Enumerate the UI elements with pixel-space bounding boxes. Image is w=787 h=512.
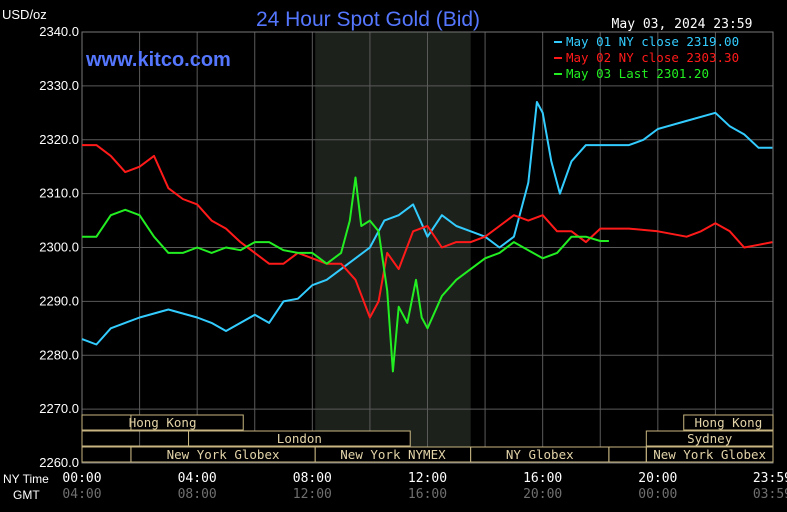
x-tick-gmt-label: 03:59: [753, 487, 787, 502]
legend-entry: May 02 NY close 2303.30: [566, 50, 739, 65]
session-label: NY Globex: [506, 447, 574, 462]
axis-labels: 2340.0 2330.0 2320.0 2310.0 2300.0 2290.0 2280…: [3, 24, 787, 502]
session-label: Hong Kong: [695, 415, 763, 430]
session-label: London: [277, 431, 322, 446]
series-line-may-03: [82, 176, 609, 373]
x-tick-ny-label: 12:00: [408, 471, 447, 486]
session-label: New York NYMEX: [340, 447, 446, 462]
session-bar: [645, 430, 774, 447]
x-tick-ny-label: 16:00: [523, 471, 562, 486]
x-tick-gmt-label: 00:00: [638, 487, 677, 502]
session-bar-outline: [608, 446, 647, 463]
x-tick-gmt-label: 12:00: [293, 487, 332, 502]
chart-title: 24 Hour Spot Gold (Bid): [256, 8, 480, 31]
kitco-watermark: www.kitco.com: [85, 49, 231, 71]
session-bar: [683, 414, 774, 431]
session-label: Sydney: [687, 431, 733, 446]
session-bar-outline: [81, 430, 190, 447]
x-tick-gmt-label: 20:00: [523, 487, 562, 502]
y-tick-label: 2330.0: [39, 78, 79, 93]
legend-entry: May 03 Last 2301.20: [566, 66, 709, 81]
ny-time-axis-label: NY Time: [3, 472, 49, 486]
x-tick-ny-label: 08:00: [293, 471, 332, 486]
x-tick-ny-label: 20:00: [638, 471, 677, 486]
session-label: New York Globex: [167, 447, 280, 462]
y-tick-label: 2270.0: [39, 401, 79, 416]
timestamp-label: May 03, 2024 23:59: [612, 17, 753, 32]
session-label: New York Globex: [653, 447, 766, 462]
session-label: Hong Kong: [129, 415, 197, 430]
x-tick-ny-label: 00:00: [62, 471, 101, 486]
y-tick-label: 2300.0: [39, 240, 79, 255]
y-tick-label: 2310.0: [39, 186, 79, 201]
chart-gridlines: [81, 31, 774, 464]
session-bar-outline: [81, 414, 132, 431]
x-tick-gmt-label: 08:00: [178, 487, 217, 502]
unit-label: USD/oz: [2, 7, 47, 22]
series-lines: [81, 101, 773, 373]
session-bar-outline: [81, 446, 132, 463]
x-tick-ny-label: 04:00: [178, 471, 217, 486]
legend-entry: May 01 NY close 2319.00: [566, 34, 739, 49]
x-tick-gmt-label: 16:00: [408, 487, 447, 502]
y-tick-label: 2320.0: [39, 132, 79, 147]
series-line-may-01: [81, 101, 773, 346]
y-tick-label: 2340.0: [39, 24, 79, 39]
plot-border: [81, 31, 774, 464]
y-tick-label: 2260.0: [39, 455, 79, 470]
x-tick-gmt-label: 04:00: [62, 487, 101, 502]
gmt-axis-label: GMT: [13, 488, 40, 502]
y-tick-label: 2280.0: [39, 347, 79, 362]
series-line-may-02: [82, 144, 773, 319]
y-tick-label: 2290.0: [39, 293, 79, 308]
chart-header: USD/oz 24 Hour Spot Gold (Bid) May 03, 202…: [2, 7, 752, 71]
x-tick-ny-label: 23:59: [753, 471, 787, 486]
